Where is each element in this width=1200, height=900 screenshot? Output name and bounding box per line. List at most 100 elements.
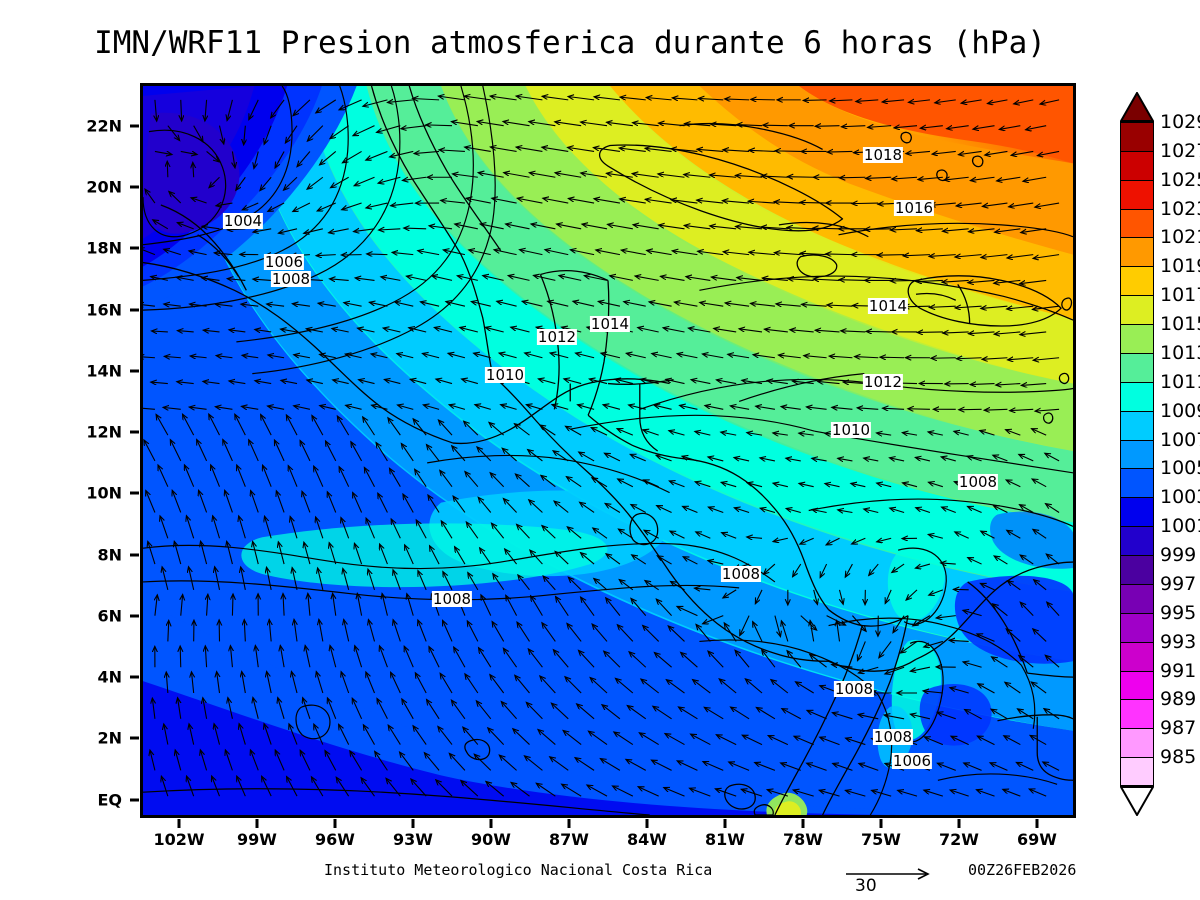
colorbar-band[interactable] bbox=[1120, 583, 1154, 613]
wind-vector bbox=[592, 624, 608, 642]
wind-vector bbox=[615, 678, 634, 694]
wind-vector bbox=[517, 198, 543, 204]
wind-vector bbox=[658, 123, 685, 126]
colorbar-band[interactable] bbox=[1120, 670, 1154, 700]
wind-vector bbox=[455, 547, 466, 565]
colorbar-band[interactable] bbox=[1120, 410, 1154, 440]
wind-vector bbox=[164, 356, 181, 357]
wind-vector bbox=[265, 516, 272, 539]
x-axis-tick-mark bbox=[879, 819, 883, 828]
colorbar-band[interactable] bbox=[1120, 641, 1154, 671]
wind-vector bbox=[908, 409, 930, 410]
colorbar-band[interactable] bbox=[1120, 122, 1154, 151]
wind-vector bbox=[307, 380, 323, 385]
wind-vector bbox=[800, 615, 817, 630]
wind-vector bbox=[570, 250, 595, 256]
wind-vector bbox=[406, 276, 427, 281]
wind-vector bbox=[366, 672, 376, 694]
wind-vector bbox=[721, 482, 737, 488]
wind-vector bbox=[217, 672, 220, 694]
wind-vector bbox=[880, 357, 905, 358]
wind-vector bbox=[877, 255, 905, 256]
colorbar-band[interactable] bbox=[1120, 612, 1154, 642]
x-axis-tick-mark bbox=[567, 819, 571, 828]
wind-vector bbox=[1008, 358, 1034, 360]
wind-vector bbox=[343, 568, 350, 590]
colorbar-band[interactable] bbox=[1120, 497, 1154, 527]
wind-vector bbox=[202, 278, 220, 281]
wind-vector bbox=[1045, 655, 1060, 668]
wind-vector bbox=[885, 666, 905, 674]
wind-vector bbox=[161, 776, 169, 797]
wind-vector bbox=[432, 276, 453, 281]
wind-vector bbox=[879, 641, 892, 657]
wind-vector bbox=[689, 788, 711, 797]
colorbar-band[interactable] bbox=[1120, 728, 1154, 758]
wind-vector bbox=[929, 255, 956, 257]
colorbar-band[interactable] bbox=[1120, 526, 1154, 556]
wind-vector bbox=[747, 483, 763, 488]
wind-vector bbox=[514, 424, 530, 436]
wind-vector bbox=[518, 575, 530, 591]
contour-label: 1008 bbox=[431, 590, 473, 608]
wind-vector bbox=[274, 440, 285, 462]
x-axis-tick-mark bbox=[177, 819, 181, 828]
wind-vector bbox=[782, 709, 802, 720]
wind-vector bbox=[695, 431, 711, 436]
colorbar-band[interactable] bbox=[1120, 208, 1154, 238]
colorbar-band[interactable] bbox=[1120, 381, 1154, 411]
wind-vector bbox=[669, 431, 685, 436]
colorbar-band[interactable] bbox=[1120, 324, 1154, 353]
wind-vector bbox=[191, 198, 207, 204]
y-axis-tick-label: 8N bbox=[97, 545, 122, 565]
wind-vector bbox=[155, 99, 157, 121]
wind-vector bbox=[803, 100, 827, 101]
colorbar-band[interactable] bbox=[1120, 352, 1154, 382]
wind-vector bbox=[468, 573, 479, 591]
colorbar-band[interactable] bbox=[1120, 266, 1154, 296]
colorbar-band[interactable] bbox=[1120, 295, 1154, 325]
colorbar[interactable] bbox=[1120, 92, 1154, 816]
wind-vector bbox=[883, 408, 905, 409]
wind-vector bbox=[167, 125, 180, 141]
wind-vector bbox=[1007, 306, 1034, 309]
wind-vector bbox=[956, 203, 982, 206]
wind-vector bbox=[760, 458, 776, 461]
wind-vector bbox=[227, 99, 233, 121]
wind-vector bbox=[181, 99, 182, 121]
wind-vector bbox=[316, 671, 324, 694]
colorbar-band[interactable] bbox=[1120, 150, 1154, 180]
wind-vector bbox=[176, 277, 194, 281]
wind-vector bbox=[329, 279, 349, 281]
wind-vector bbox=[885, 589, 892, 604]
wind-vector bbox=[898, 790, 918, 797]
wind-vector bbox=[293, 99, 311, 116]
wind-vector bbox=[486, 781, 505, 797]
wind-vector bbox=[928, 432, 943, 435]
wind-vector bbox=[610, 276, 633, 281]
wind-vector bbox=[151, 277, 168, 281]
colorbar-band[interactable] bbox=[1120, 468, 1154, 498]
wind-vector bbox=[985, 150, 1008, 155]
wind-vector bbox=[441, 521, 453, 539]
wind-vector bbox=[734, 508, 750, 514]
colorbar-band[interactable] bbox=[1120, 179, 1154, 209]
colorbar-band[interactable] bbox=[1120, 555, 1154, 584]
wind-vector bbox=[228, 698, 233, 719]
wind-vector bbox=[593, 148, 621, 153]
wind-vector bbox=[526, 702, 543, 720]
wind-vector bbox=[956, 358, 982, 359]
wind-vector bbox=[604, 651, 621, 668]
wind-vector bbox=[503, 499, 517, 513]
wind-vector bbox=[908, 100, 930, 102]
colorbar-band[interactable] bbox=[1120, 699, 1154, 729]
colorbar-band[interactable] bbox=[1120, 439, 1154, 469]
wind-vector bbox=[418, 251, 440, 256]
wind-vector bbox=[516, 147, 543, 152]
wind-vector bbox=[820, 563, 828, 577]
wind-vector bbox=[540, 425, 556, 436]
colorbar-band[interactable] bbox=[1120, 237, 1154, 267]
colorbar-band[interactable] bbox=[1120, 757, 1154, 786]
wind-vector bbox=[267, 406, 285, 410]
wind-vector bbox=[1016, 762, 1034, 771]
